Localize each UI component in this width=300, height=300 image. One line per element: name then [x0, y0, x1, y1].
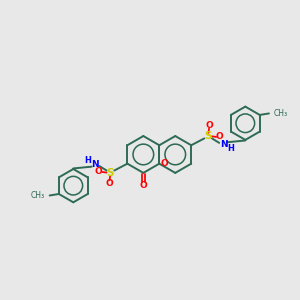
Text: O: O	[216, 132, 224, 141]
Text: S: S	[205, 131, 212, 141]
Text: N: N	[91, 160, 98, 169]
Text: S: S	[106, 168, 114, 178]
Text: CH₃: CH₃	[274, 109, 288, 118]
Text: N: N	[220, 140, 228, 149]
Text: H: H	[85, 156, 92, 165]
Text: O: O	[95, 167, 103, 176]
Text: O: O	[161, 159, 169, 168]
Text: H: H	[227, 144, 234, 153]
Text: O: O	[106, 179, 113, 188]
Text: O: O	[205, 121, 213, 130]
Text: O: O	[140, 181, 147, 190]
Text: CH₃: CH₃	[31, 191, 45, 200]
